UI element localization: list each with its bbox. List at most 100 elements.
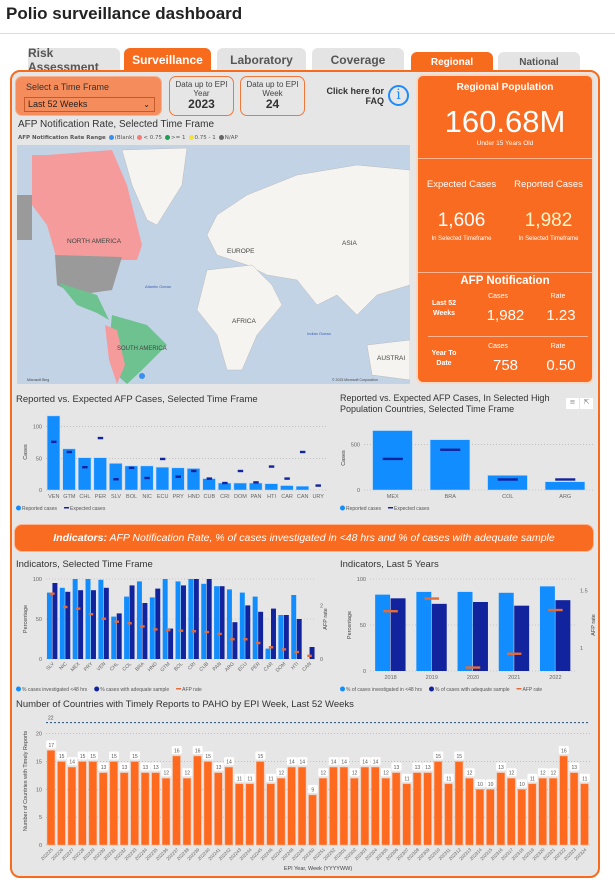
data-label-bg <box>339 757 350 766</box>
bar <box>245 605 251 659</box>
tab-regional[interactable]: Regional <box>411 52 493 72</box>
bar <box>203 761 213 846</box>
expected-sub: In Selected Timeframe <box>431 236 492 242</box>
legend-item: AFP rate <box>182 687 202 693</box>
bar <box>309 647 315 659</box>
legend-item[interactable]: N/AP <box>224 135 238 141</box>
filter-icon[interactable]: ≡ <box>566 398 579 409</box>
y-tick-label: 50 <box>36 617 42 623</box>
bar <box>99 772 108 846</box>
tab-surveillance[interactable]: Surveillance <box>124 48 211 72</box>
info-icon[interactable]: i <box>388 85 409 106</box>
x-tick-label: PER <box>250 661 262 673</box>
marker <box>140 625 145 628</box>
data-label-bg <box>224 757 235 766</box>
data-label-bg <box>328 757 339 766</box>
marker <box>253 481 259 484</box>
data-label-bg <box>569 762 580 771</box>
data-label: 11 <box>404 776 409 782</box>
x-tick-label: CRI <box>220 494 230 500</box>
bar <box>59 587 65 659</box>
bar <box>85 579 91 659</box>
x-tick-label: CHL <box>109 661 120 672</box>
legend-dot <box>108 135 114 140</box>
data-label-bg <box>485 779 496 788</box>
data-label: 14 <box>69 760 75 766</box>
x-tick-label: HTI <box>290 661 300 671</box>
data-label-bg <box>46 740 57 749</box>
bar <box>329 766 338 846</box>
data-label-bg <box>88 751 99 760</box>
region-peru-chile <box>105 325 125 384</box>
x-tick-label: 2021 <box>508 675 520 681</box>
y-tick-label: 20 <box>36 732 42 738</box>
tab-national[interactable]: National <box>498 52 580 72</box>
data-label: 15 <box>456 754 462 760</box>
x-tick-label: DOM <box>234 494 247 500</box>
bar <box>52 583 58 659</box>
bar <box>111 616 117 659</box>
legend-item[interactable]: 0.75 - 1 <box>194 135 216 141</box>
bar <box>149 597 155 659</box>
bar <box>429 439 471 491</box>
focus-mode-icon[interactable]: ⇱ <box>580 398 593 409</box>
marker <box>175 475 181 478</box>
y-tick-label: 100 <box>357 577 366 583</box>
marker <box>243 638 248 641</box>
label-asia: ASIA <box>342 240 357 247</box>
marker <box>440 448 461 451</box>
bar <box>224 766 234 846</box>
data-label-bg <box>454 751 465 760</box>
marker <box>66 450 73 454</box>
time-frame-selector: Select a Time Frame Last 52 Weeks ⌄ <box>15 76 162 116</box>
bar <box>214 586 220 659</box>
y-tick-label: 10 <box>36 787 42 793</box>
data-label-bg <box>412 762 423 771</box>
map-canvas: NORTH AMERICA SOUTH AMERICA EUROPE ASIA … <box>17 147 411 384</box>
data-label: 12 <box>352 771 358 777</box>
afp-rate-map[interactable]: NORTH AMERICA SOUTH AMERICA EUROPE ASIA … <box>17 145 411 384</box>
data-label: 12 <box>320 771 326 777</box>
bar <box>555 600 571 671</box>
x-tick-label: NIC <box>58 661 69 672</box>
x-tick-label: GTM <box>159 661 171 673</box>
bar <box>433 761 443 846</box>
data-label-bg <box>276 768 287 777</box>
x-tick-label: CAR <box>281 494 293 500</box>
bar <box>124 465 138 491</box>
bar <box>142 603 148 659</box>
legend-item[interactable]: >= 1 <box>171 135 186 141</box>
legend-item[interactable]: < 0.75 <box>143 135 163 141</box>
y-axis-title: Percentage <box>23 605 29 633</box>
data-label: 15 <box>132 754 138 760</box>
bar <box>233 482 247 491</box>
data-label-bg <box>558 745 569 754</box>
bar <box>266 783 275 846</box>
data-label: 11 <box>247 776 252 782</box>
data-label-bg <box>192 745 203 754</box>
bar <box>444 783 453 846</box>
tab-risk-assessment[interactable]: Risk Assessment <box>28 46 120 74</box>
bar <box>136 581 142 659</box>
marker <box>144 476 150 480</box>
tab-laboratory[interactable]: Laboratory <box>217 48 306 72</box>
bar <box>580 783 589 846</box>
x-tick-label: CRI <box>187 661 197 671</box>
data-label: 13 <box>216 765 222 771</box>
bar <box>162 579 168 659</box>
bar <box>78 457 92 491</box>
legend-swatch <box>388 507 394 509</box>
bar <box>57 761 66 846</box>
bar <box>498 592 514 671</box>
legend-item[interactable]: (Blank) <box>114 135 135 141</box>
bar <box>46 750 56 846</box>
bar <box>548 777 558 846</box>
bar <box>151 772 160 846</box>
marker <box>206 477 213 480</box>
tab-coverage[interactable]: Coverage <box>312 48 404 72</box>
time-frame-dropdown[interactable]: Last 52 Weeks ⌄ <box>24 97 155 112</box>
population-title: Regional Population <box>456 82 554 93</box>
x-tick-label: SLV <box>111 494 121 500</box>
region-uruguay <box>139 373 145 379</box>
faq-link[interactable]: Click here for FAQ <box>326 86 384 106</box>
